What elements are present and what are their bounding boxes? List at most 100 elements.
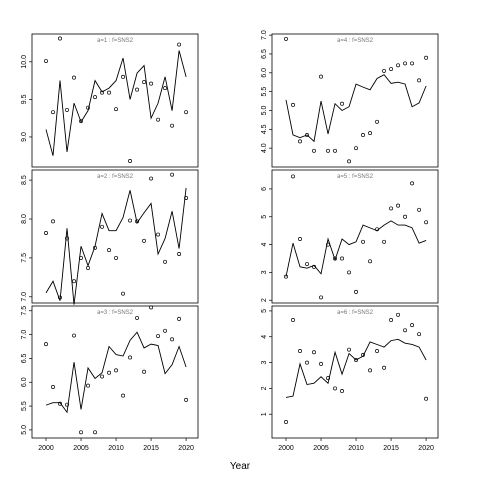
panel-frame (31, 33, 199, 168)
y-tick-label: 5.5 (21, 401, 28, 411)
strip-label: a=1 : f=SNS2 (97, 38, 134, 44)
point (347, 270, 351, 275)
x-tick-label: 2005 (73, 445, 89, 452)
point (298, 139, 302, 144)
point (44, 342, 48, 347)
point (156, 117, 161, 122)
point (170, 123, 175, 128)
point (382, 365, 387, 370)
point (79, 430, 83, 435)
point (135, 315, 140, 320)
point (128, 159, 133, 163)
point (142, 238, 147, 243)
y-tick-label: 2 (261, 298, 268, 302)
point (284, 36, 288, 41)
point (396, 203, 401, 208)
y-tick-label: 5.0 (261, 106, 268, 116)
panel-frame (31, 169, 199, 304)
point (163, 86, 168, 91)
y-tick-label: 6.5 (261, 49, 268, 59)
point (291, 317, 295, 322)
point (121, 74, 126, 79)
strip-label: a=6 : f=SNS2 (337, 310, 374, 316)
point (424, 55, 429, 60)
point (424, 220, 429, 225)
point (333, 148, 337, 153)
point (44, 59, 48, 64)
line (285, 220, 427, 277)
point (298, 348, 302, 353)
point (389, 317, 394, 322)
point (121, 393, 126, 398)
point (100, 374, 104, 379)
point (163, 259, 168, 264)
point (184, 397, 189, 402)
point (177, 42, 182, 47)
y-tick-label: 8.0 (21, 214, 28, 224)
x-tick-label: 2000 (278, 445, 294, 452)
point (305, 360, 309, 365)
point (51, 385, 55, 389)
y-tick-label: 9.0 (21, 132, 28, 142)
point (284, 420, 288, 424)
point (319, 361, 323, 366)
y-tick-label: 4.5 (261, 124, 268, 134)
line (45, 187, 187, 305)
point (86, 383, 90, 388)
point (51, 219, 55, 224)
point (65, 236, 69, 241)
point (72, 333, 76, 338)
point (382, 68, 387, 73)
point (354, 358, 359, 362)
y-tick-label: 5 (261, 309, 268, 313)
point (389, 67, 394, 71)
y-tick-label: 4.0 (261, 143, 268, 153)
line (285, 74, 427, 143)
point (177, 252, 182, 256)
point (389, 206, 394, 211)
y-tick-label: 5.0 (21, 425, 28, 435)
x-tick-label: 2005 (313, 445, 329, 452)
point (291, 102, 295, 107)
point (396, 312, 401, 317)
panel-frame (271, 305, 439, 439)
point (319, 74, 323, 79)
point (333, 386, 337, 391)
point (135, 87, 140, 92)
y-tick-label: 8.5 (21, 175, 28, 185)
point (142, 369, 147, 374)
point (403, 214, 408, 219)
y-tick-label: 5.5 (261, 87, 268, 97)
point (58, 36, 62, 41)
point (149, 81, 154, 86)
y-tick-label: 4 (261, 243, 268, 247)
y-tick-label: 7.0 (21, 330, 28, 340)
point (375, 119, 380, 124)
y-tick-label: 7.5 (21, 253, 28, 263)
x-tick-label: 2015 (143, 445, 159, 452)
point (361, 239, 366, 244)
point (93, 95, 97, 100)
point (149, 305, 154, 310)
point (410, 181, 415, 186)
point (368, 259, 373, 264)
point (326, 148, 330, 153)
y-tick-label: 6.0 (21, 377, 28, 387)
panel-frame (271, 33, 439, 168)
point (128, 355, 133, 360)
point (114, 368, 119, 373)
point (44, 231, 48, 235)
point (156, 232, 161, 237)
point (375, 348, 380, 353)
x-tick-label: 2020 (178, 445, 194, 452)
point (354, 146, 359, 151)
x-tick-label: 2015 (383, 445, 399, 452)
y-tick-label: 2 (261, 386, 268, 390)
point (51, 110, 55, 115)
point (298, 237, 302, 241)
panel-frame (31, 305, 199, 439)
line (45, 331, 187, 414)
point (107, 248, 111, 253)
strip-label: a=2 : f=SNS2 (97, 174, 134, 180)
